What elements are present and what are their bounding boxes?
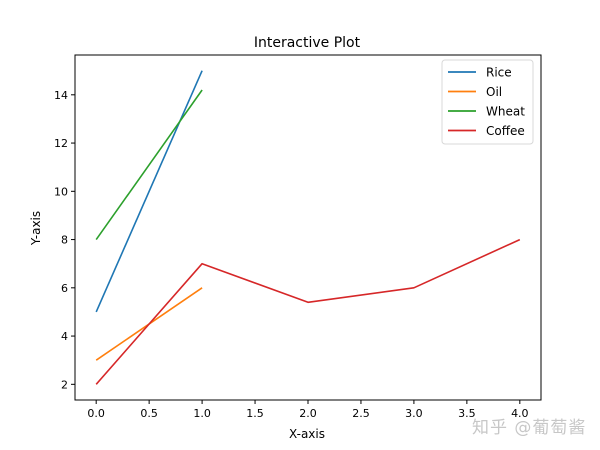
y-axis-label: Y-axis [29,211,43,246]
legend-label: Wheat [486,105,525,119]
legend-item-wheat: Wheat [448,105,525,119]
x-tick-label: 0.0 [87,407,105,420]
y-tick-label: 12 [54,137,68,150]
x-tick-label: 4.0 [511,407,529,420]
y-tick-label: 10 [54,185,68,198]
x-tick-label: 2.0 [299,407,317,420]
legend-box [441,59,534,145]
x-tick-label: 1.5 [246,407,264,420]
series-line-wheat [95,89,203,241]
x-tick-label: 0.5 [140,407,158,420]
legend-item-rice: Rice [448,66,512,80]
y-axis-ticks: 2 4 6 8 10 12 14 [54,89,75,391]
series-line-coffee [95,238,521,385]
legend-label: Rice [486,66,512,80]
legend-item-coffee: Coffee [448,124,525,138]
x-axis-ticks: 0.0 0.5 1.0 1.5 2.0 2.5 3.0 3.5 4.0 [87,400,529,420]
y-tick-label: 14 [54,89,68,102]
legend-item-oil: Oil [448,85,502,99]
watermark: 知乎 @葡萄酱 [472,418,587,438]
legend-label: Coffee [486,124,525,138]
y-tick-label: 8 [61,234,68,247]
x-tick-label: 3.0 [405,407,423,420]
x-tick-label: 3.5 [458,407,476,420]
y-tick-label: 6 [61,282,68,295]
series-line-rice [95,70,203,313]
legend: Rice Oil Wheat Coffee [441,59,534,145]
legend-label: Oil [486,85,502,99]
y-tick-label: 2 [61,378,68,391]
chart-title: Interactive Plot [254,35,361,51]
x-axis-label: X-axis [289,427,325,441]
plot-area [95,70,521,385]
y-tick-label: 4 [61,330,68,343]
x-tick-label: 2.5 [352,407,370,420]
x-tick-label: 1.0 [193,407,211,420]
